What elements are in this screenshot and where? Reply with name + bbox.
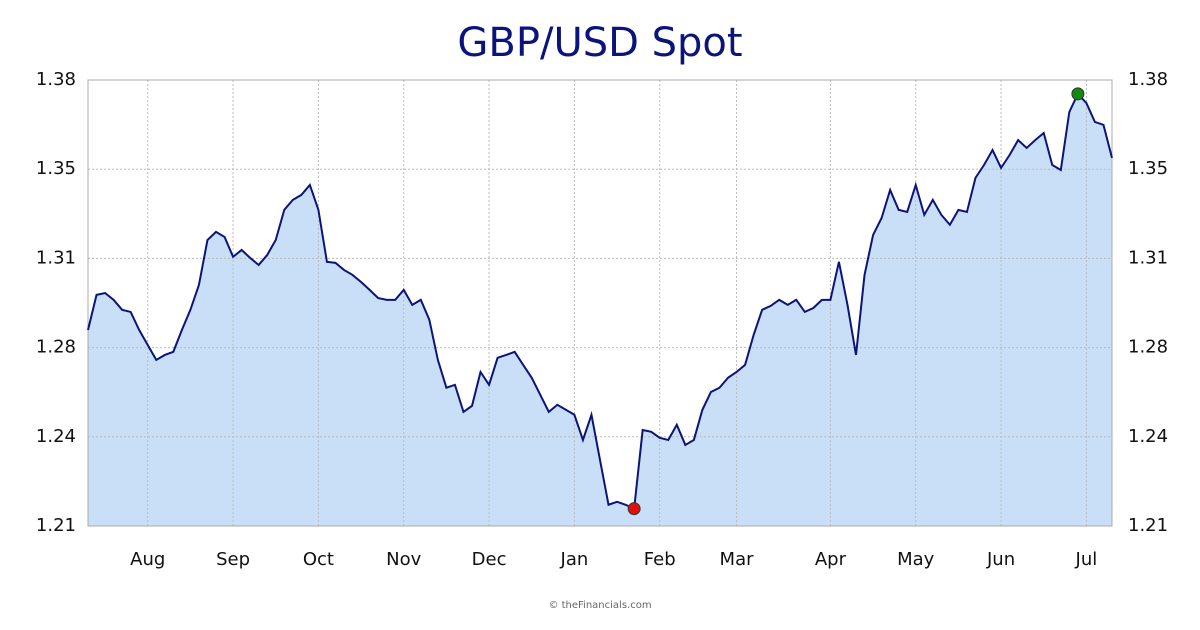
y-tick-label: 1.24 [36, 426, 76, 447]
y2-tick-label: 1.24 [1128, 426, 1168, 447]
x-tick-label: Sep [216, 549, 250, 570]
min-marker [627, 502, 641, 516]
line [87, 92, 1113, 511]
x-tick-label: Feb [644, 549, 676, 570]
chart-title: GBP/USD Spot [457, 20, 742, 66]
y2-tick-label: 1.35 [1128, 158, 1168, 179]
plot-border [87, 79, 1113, 527]
x-tick-label: May [897, 549, 935, 570]
y2-tick-label: 1.21 [1128, 515, 1168, 536]
x-tick-label: Dec [472, 549, 507, 570]
x-tick-label: Apr [815, 549, 847, 570]
y-tick-label: 1.38 [36, 69, 76, 90]
max-marker [1071, 87, 1085, 101]
y2-tick-label: 1.38 [1128, 69, 1168, 90]
x-tick-label: Jul [1075, 549, 1098, 570]
x-tick-label: Jun [986, 549, 1015, 570]
y2-tick-label: 1.31 [1128, 247, 1168, 268]
x-tick-label: Oct [303, 549, 334, 570]
x-tick-label: Nov [386, 549, 421, 570]
x-tick-label: Jan [560, 549, 589, 570]
area [88, 93, 1112, 527]
y-tick-label: 1.28 [36, 337, 76, 358]
x-tick-label: Mar [720, 549, 755, 570]
y-tick-label: 1.21 [36, 515, 76, 536]
source: © theFinancials.com [548, 600, 651, 611]
y2-tick-label: 1.28 [1128, 337, 1168, 358]
y-tick-label: 1.35 [36, 158, 76, 179]
y-tick-label: 1.31 [36, 247, 76, 268]
x-tick-label: Aug [130, 549, 165, 570]
